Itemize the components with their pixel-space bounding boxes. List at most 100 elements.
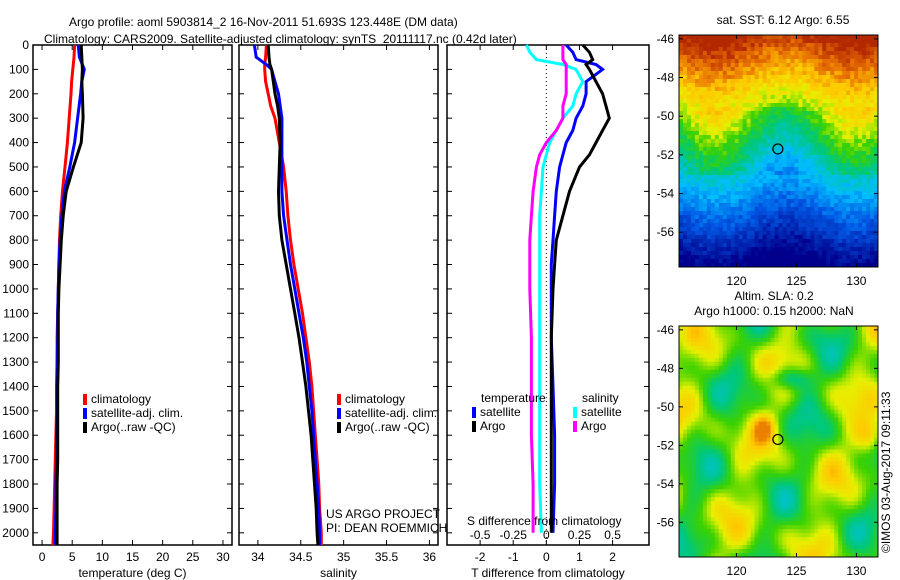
map-cell <box>762 251 768 256</box>
map-cell <box>802 369 807 375</box>
map-cell <box>838 453 843 458</box>
map-cell <box>862 357 867 363</box>
map-cell <box>870 259 875 264</box>
map-cell <box>830 345 835 351</box>
map-cell <box>710 135 716 140</box>
map-cell <box>750 381 756 387</box>
map-cell <box>858 95 863 100</box>
map-cell <box>770 211 776 216</box>
map-cell <box>738 195 744 200</box>
map-cell <box>706 243 712 248</box>
map-cell <box>842 337 847 343</box>
map-cell <box>762 163 768 168</box>
map-cell <box>842 39 847 44</box>
map-cell <box>790 83 795 88</box>
map-cell <box>738 437 744 442</box>
map-cell <box>814 409 819 415</box>
map-cell <box>710 231 716 236</box>
map-cell <box>694 247 700 252</box>
map-cell <box>686 147 692 152</box>
map-cell <box>862 195 867 200</box>
map-cell <box>694 191 700 196</box>
map-cell <box>754 211 760 216</box>
map-cell <box>734 111 740 116</box>
map-cell <box>790 449 795 454</box>
map-cell <box>790 259 795 264</box>
map-cell <box>762 341 768 347</box>
map-cell <box>858 235 863 240</box>
map-cell <box>750 409 756 415</box>
map-cell <box>738 349 744 355</box>
map-cell <box>746 195 752 200</box>
map-cell <box>706 453 712 458</box>
map-cell <box>758 203 764 208</box>
sla-map[interactable]: 120 125 130-46-48-50-52-54-56 <box>657 323 879 578</box>
map-cell <box>746 43 752 48</box>
map-cell <box>842 385 847 391</box>
map-cell <box>754 163 760 168</box>
map-cell <box>838 445 843 450</box>
map-cell <box>758 251 764 256</box>
map-cell <box>822 135 827 140</box>
map-cell <box>782 389 787 395</box>
map-cell <box>786 393 791 399</box>
map-cell <box>830 91 835 96</box>
map-cell <box>798 91 803 96</box>
map-cell <box>810 329 815 335</box>
map-cell <box>679 71 684 76</box>
map-cell <box>698 255 704 260</box>
map-cell <box>818 263 823 268</box>
map-cell <box>822 385 827 391</box>
map-cell <box>738 63 744 68</box>
map-cell <box>758 353 764 359</box>
map-cell <box>774 219 779 224</box>
map-cell <box>782 373 787 379</box>
map-cell <box>738 329 744 335</box>
map-cell <box>758 183 764 188</box>
map-cell <box>814 71 819 76</box>
map-cell <box>734 429 740 435</box>
map-cell <box>874 131 879 136</box>
map-cell <box>862 67 867 72</box>
map-cell <box>679 83 684 88</box>
map-cell <box>814 95 819 100</box>
map-cell <box>746 259 752 264</box>
map-cell <box>770 369 776 375</box>
map-cell <box>686 393 692 399</box>
map-cell <box>698 71 704 76</box>
map-cell <box>730 175 736 180</box>
map-cell <box>822 461 827 466</box>
map-cell <box>846 199 851 204</box>
map-cell <box>698 207 704 212</box>
map-cell <box>730 171 736 176</box>
map-cell <box>686 255 692 260</box>
map-cell <box>762 329 768 335</box>
map-cell <box>694 385 700 391</box>
map-cell <box>746 377 752 383</box>
map-cell <box>778 329 783 335</box>
map-cell <box>714 345 720 351</box>
map-cell <box>850 207 855 212</box>
map-cell <box>718 409 724 415</box>
map-cell <box>818 361 823 367</box>
map-cell <box>722 437 728 442</box>
map-cell <box>798 79 803 84</box>
map-cell <box>710 91 716 96</box>
map-cell <box>802 59 807 64</box>
map-cell <box>802 159 807 164</box>
map-cell <box>710 119 716 124</box>
map-cell <box>718 203 724 208</box>
map-cell <box>850 369 855 375</box>
map-cell <box>846 465 851 470</box>
map-cell <box>818 247 823 252</box>
map-cell <box>790 373 795 379</box>
map-cell <box>862 151 867 156</box>
map-cell <box>874 401 879 407</box>
map-cell <box>810 187 815 192</box>
legend-label: Argo <box>581 419 607 433</box>
map-cell <box>850 385 855 391</box>
map-cell <box>766 405 772 411</box>
map-cell <box>746 385 752 391</box>
map-cell <box>858 35 863 40</box>
sst-map[interactable]: 120 125 130-46-48-50-52-54-56 <box>657 32 879 288</box>
